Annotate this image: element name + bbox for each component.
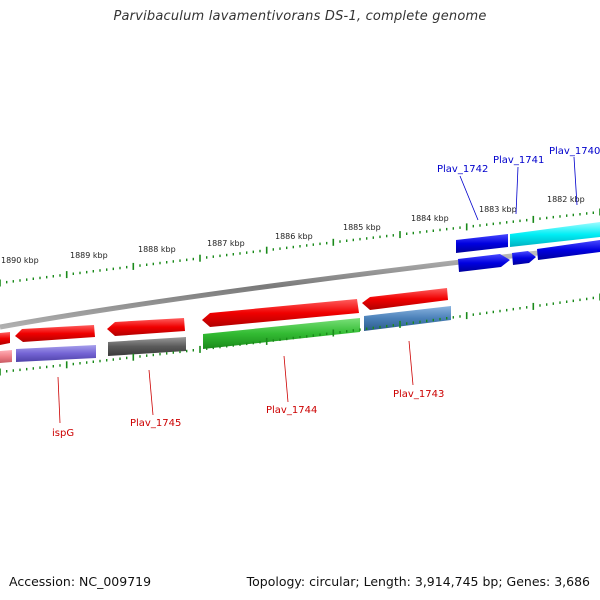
tick-label-1883: 1883 kbp xyxy=(479,205,517,214)
label-plav-1743[interactable]: Plav_1743 xyxy=(393,389,444,400)
map-title: Parvibaculum lavamentivorans DS-1, compl… xyxy=(113,9,487,24)
label-plav-1744[interactable]: Plav_1744 xyxy=(266,405,317,416)
gene-plav-1741-outer[interactable] xyxy=(510,222,600,247)
scale-tick-labels: 1882 kbp 1883 kbp 1884 kbp 1885 kbp 1886… xyxy=(1,195,585,265)
forward-strand-track xyxy=(456,222,600,272)
gene-plav-1742-outer[interactable] xyxy=(456,234,508,253)
scale-ticks-upper xyxy=(0,208,600,287)
genome-summary-text: Topology: circular; Length: 3,914,745 bp… xyxy=(246,574,590,589)
gene-plav-1743[interactable] xyxy=(362,288,448,310)
label-plav-1740[interactable]: Plav_1740 xyxy=(549,146,600,157)
scale-ticks-lower xyxy=(0,293,600,376)
tick-label-1887: 1887 kbp xyxy=(207,239,245,248)
gene-plav-1745[interactable] xyxy=(107,318,185,336)
gene-green-1744-band[interactable] xyxy=(203,318,360,349)
tick-label-1889: 1889 kbp xyxy=(70,251,108,260)
reverse-strand-track xyxy=(0,288,451,363)
tick-label-1882: 1882 kbp xyxy=(547,195,585,204)
tick-label-1886: 1886 kbp xyxy=(275,232,313,241)
gene-plav-1744[interactable] xyxy=(202,299,359,327)
tick-label-1888: 1888 kbp xyxy=(138,245,176,254)
forward-gene-labels: Plav_1740 Plav_1741 Plav_1742 xyxy=(437,146,600,221)
reverse-gene-labels: Plav_1743 Plav_1744 Plav_1745 ispG xyxy=(52,340,444,439)
gene-red-0[interactable] xyxy=(0,332,10,345)
gene-plav-1740[interactable] xyxy=(537,240,600,260)
tick-label-1884: 1884 kbp xyxy=(411,214,449,223)
label-plav-1745[interactable]: Plav_1745 xyxy=(130,418,181,429)
accession-text: Accession: NC_009719 xyxy=(9,574,152,589)
gene-steel-1743-band[interactable] xyxy=(364,306,451,331)
tick-label-1890: 1890 kbp xyxy=(1,256,39,265)
gene-pink-0[interactable] xyxy=(0,350,12,363)
label-ispG[interactable]: ispG xyxy=(52,428,74,439)
gene-ispG[interactable] xyxy=(15,325,95,342)
gene-plav-1741[interactable] xyxy=(512,251,536,265)
tick-label-1885: 1885 kbp xyxy=(343,223,381,232)
label-plav-1741[interactable]: Plav_1741 xyxy=(493,155,544,166)
gene-purple-ispG-band[interactable] xyxy=(16,345,96,362)
gene-gray-1745-band[interactable] xyxy=(108,337,186,356)
gene-plav-1742[interactable] xyxy=(458,254,510,272)
label-plav-1742[interactable]: Plav_1742 xyxy=(437,164,488,175)
